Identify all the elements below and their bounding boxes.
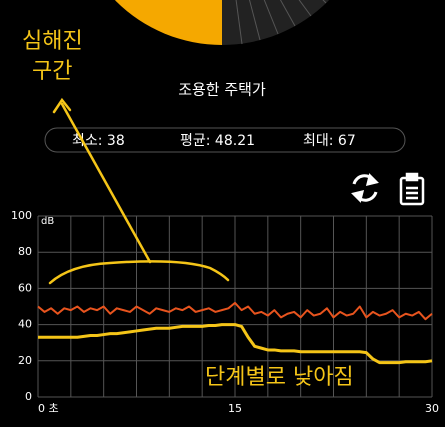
x-tick-label: 0 초 [38, 402, 59, 415]
x-tick-label: 30 [425, 402, 439, 415]
clipboard-icon[interactable] [399, 172, 425, 206]
chart: 0 20 40 60 80 100 dB 0 초 15 30 [11, 209, 439, 415]
stat-max: 최대: 67 [303, 133, 356, 149]
data-line [38, 323, 433, 365]
x-tick-label: 15 [228, 402, 242, 415]
gauge [114, 0, 330, 45]
gauge-label: 조용한 주택가 [178, 81, 266, 99]
y-unit: dB [41, 216, 54, 227]
y-tick-label: 60 [18, 281, 32, 294]
y-tick-label: 100 [11, 209, 32, 222]
stats-pill [44, 127, 406, 153]
hand-annotation [48, 97, 230, 285]
annotation-text: 단계별로 낮아짐 [205, 365, 354, 390]
refresh-icon[interactable] [351, 173, 379, 203]
y-tick-label: 0 [25, 390, 32, 403]
y-tick-label: 20 [18, 354, 32, 367]
annotation-text: 구간 [32, 59, 72, 84]
annotation-text: 심해진 [22, 29, 83, 54]
y-tick-label: 80 [18, 245, 32, 258]
data-line [37, 301, 433, 321]
stat-avg: 평균: 48.21 [180, 133, 255, 149]
y-tick-label: 40 [18, 318, 32, 331]
